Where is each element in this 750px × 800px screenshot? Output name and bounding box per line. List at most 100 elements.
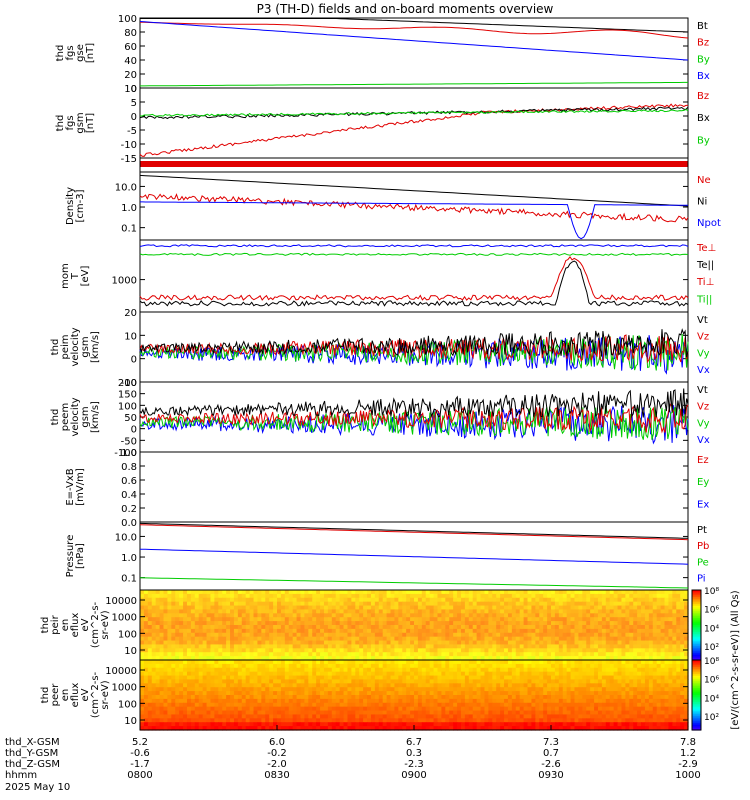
spectrogram-cell [425, 687, 431, 692]
spectrogram-cell [171, 706, 176, 712]
spectrogram-cell [496, 636, 501, 642]
spectrogram-cell [386, 671, 392, 677]
spectrogram-cell [449, 609, 454, 614]
spectrogram-cell [159, 613, 165, 618]
spectrogram-cell [637, 667, 642, 673]
spectrogram-cell [566, 710, 572, 716]
spectrogram-cell [558, 663, 564, 669]
spectrogram-cell [558, 636, 564, 642]
spectrogram-cell [382, 613, 388, 618]
spectrogram-cell [601, 625, 607, 630]
spectrogram-cell [273, 675, 278, 681]
spectrogram-cell [586, 714, 591, 719]
spectrogram-cell [582, 621, 587, 626]
spectrogram-cell [527, 648, 533, 653]
spectrogram-cell [680, 617, 685, 622]
legend-Pe: Pe [697, 557, 709, 568]
spectrogram-cell [151, 648, 157, 653]
spectrogram-cell [539, 590, 544, 595]
spectrogram-cell [637, 710, 642, 716]
spectrogram-cell [292, 601, 298, 607]
spectrogram-cell [159, 656, 165, 661]
spectrogram-cell [292, 675, 298, 681]
spectrogram-cell [386, 644, 392, 649]
spectrogram-cell [214, 656, 219, 661]
spectrogram-cell [159, 663, 165, 669]
spectrogram-cell [378, 706, 384, 712]
spectrogram-cell [570, 702, 576, 708]
y-axis-label: [mV/m] [75, 468, 86, 506]
spectrogram-cell [292, 718, 298, 723]
spectrogram-cell [351, 590, 356, 595]
spectrogram-cell [468, 667, 474, 673]
spectrogram-cell [167, 671, 172, 677]
spectrogram-cell [355, 593, 360, 599]
spectrogram-cell [410, 675, 415, 681]
spectrogram-cell [245, 609, 251, 614]
spectrogram-cell [382, 702, 388, 708]
spectrogram-cell [257, 590, 262, 595]
spectrogram-cell [351, 687, 356, 692]
spectrogram-cell [625, 702, 630, 708]
spectrogram-cell [194, 652, 200, 657]
spectrogram-cell [277, 656, 282, 661]
spectrogram-cell [672, 590, 677, 595]
spectrogram-cell [183, 617, 188, 622]
spectrogram-cell [676, 660, 681, 665]
spectrogram-cell [484, 683, 489, 688]
spectrogram-cell [554, 714, 560, 719]
spectrogram-cell [374, 648, 380, 653]
spectrogram-cell [511, 683, 517, 688]
spectrogram-cell [500, 698, 505, 704]
spectrogram-cell [183, 601, 188, 607]
spectrogram-cell [601, 648, 607, 653]
spectrogram-cell [390, 613, 396, 618]
spectrogram-cell [257, 687, 262, 692]
spectrogram-cell [245, 605, 251, 611]
spectrogram-cell [531, 660, 536, 665]
spectrogram-cell [551, 590, 556, 595]
spectrogram-cell [378, 718, 384, 723]
spectrogram-cell [554, 656, 560, 661]
spectrogram-cell [684, 660, 689, 665]
spectrogram-cell [406, 590, 411, 595]
spectrogram-cell [347, 671, 352, 677]
spectrogram-cell [472, 652, 478, 657]
spectrogram-cell [558, 648, 564, 653]
spectrogram-cell [551, 621, 556, 626]
spectrogram-cell [625, 675, 630, 681]
spectrogram-cell [613, 632, 619, 638]
spectrogram-cell [171, 679, 176, 684]
spectrogram-cell [253, 710, 259, 716]
spectrogram-cell [288, 648, 294, 653]
spectrogram-cell [179, 706, 184, 712]
spectrogram-cell [151, 691, 157, 696]
spectrogram-cell [277, 695, 282, 700]
spectrogram-cell [433, 605, 439, 611]
spectrogram-cell [327, 617, 333, 622]
spectrogram-cell [629, 597, 634, 603]
spectrogram-cell [312, 617, 317, 622]
spectrogram-cell [664, 648, 670, 653]
spectrogram-cell [605, 652, 611, 657]
spectrogram-cell [441, 683, 446, 688]
spectrogram-cell [641, 702, 646, 708]
spectrogram-cell [515, 636, 521, 642]
spectrogram-cell [183, 706, 188, 712]
spectrogram-cell [601, 644, 607, 649]
spectrogram-cell [449, 640, 454, 646]
spectrogram-cell [594, 628, 599, 634]
spectrogram-cell [312, 698, 317, 704]
spectrogram-cell [179, 613, 184, 618]
spectrogram-cell [257, 695, 262, 700]
spectrogram-cell [472, 609, 478, 614]
spectrogram-cell [531, 636, 536, 642]
spectrogram-cell [515, 644, 521, 649]
spectrogram-cell [648, 640, 654, 646]
spectrogram-cell [269, 691, 274, 696]
spectrogram-cell [417, 679, 423, 684]
spectrogram-cell [429, 671, 435, 677]
spectrogram-cell [554, 636, 560, 642]
spectrogram-cell [179, 640, 184, 646]
